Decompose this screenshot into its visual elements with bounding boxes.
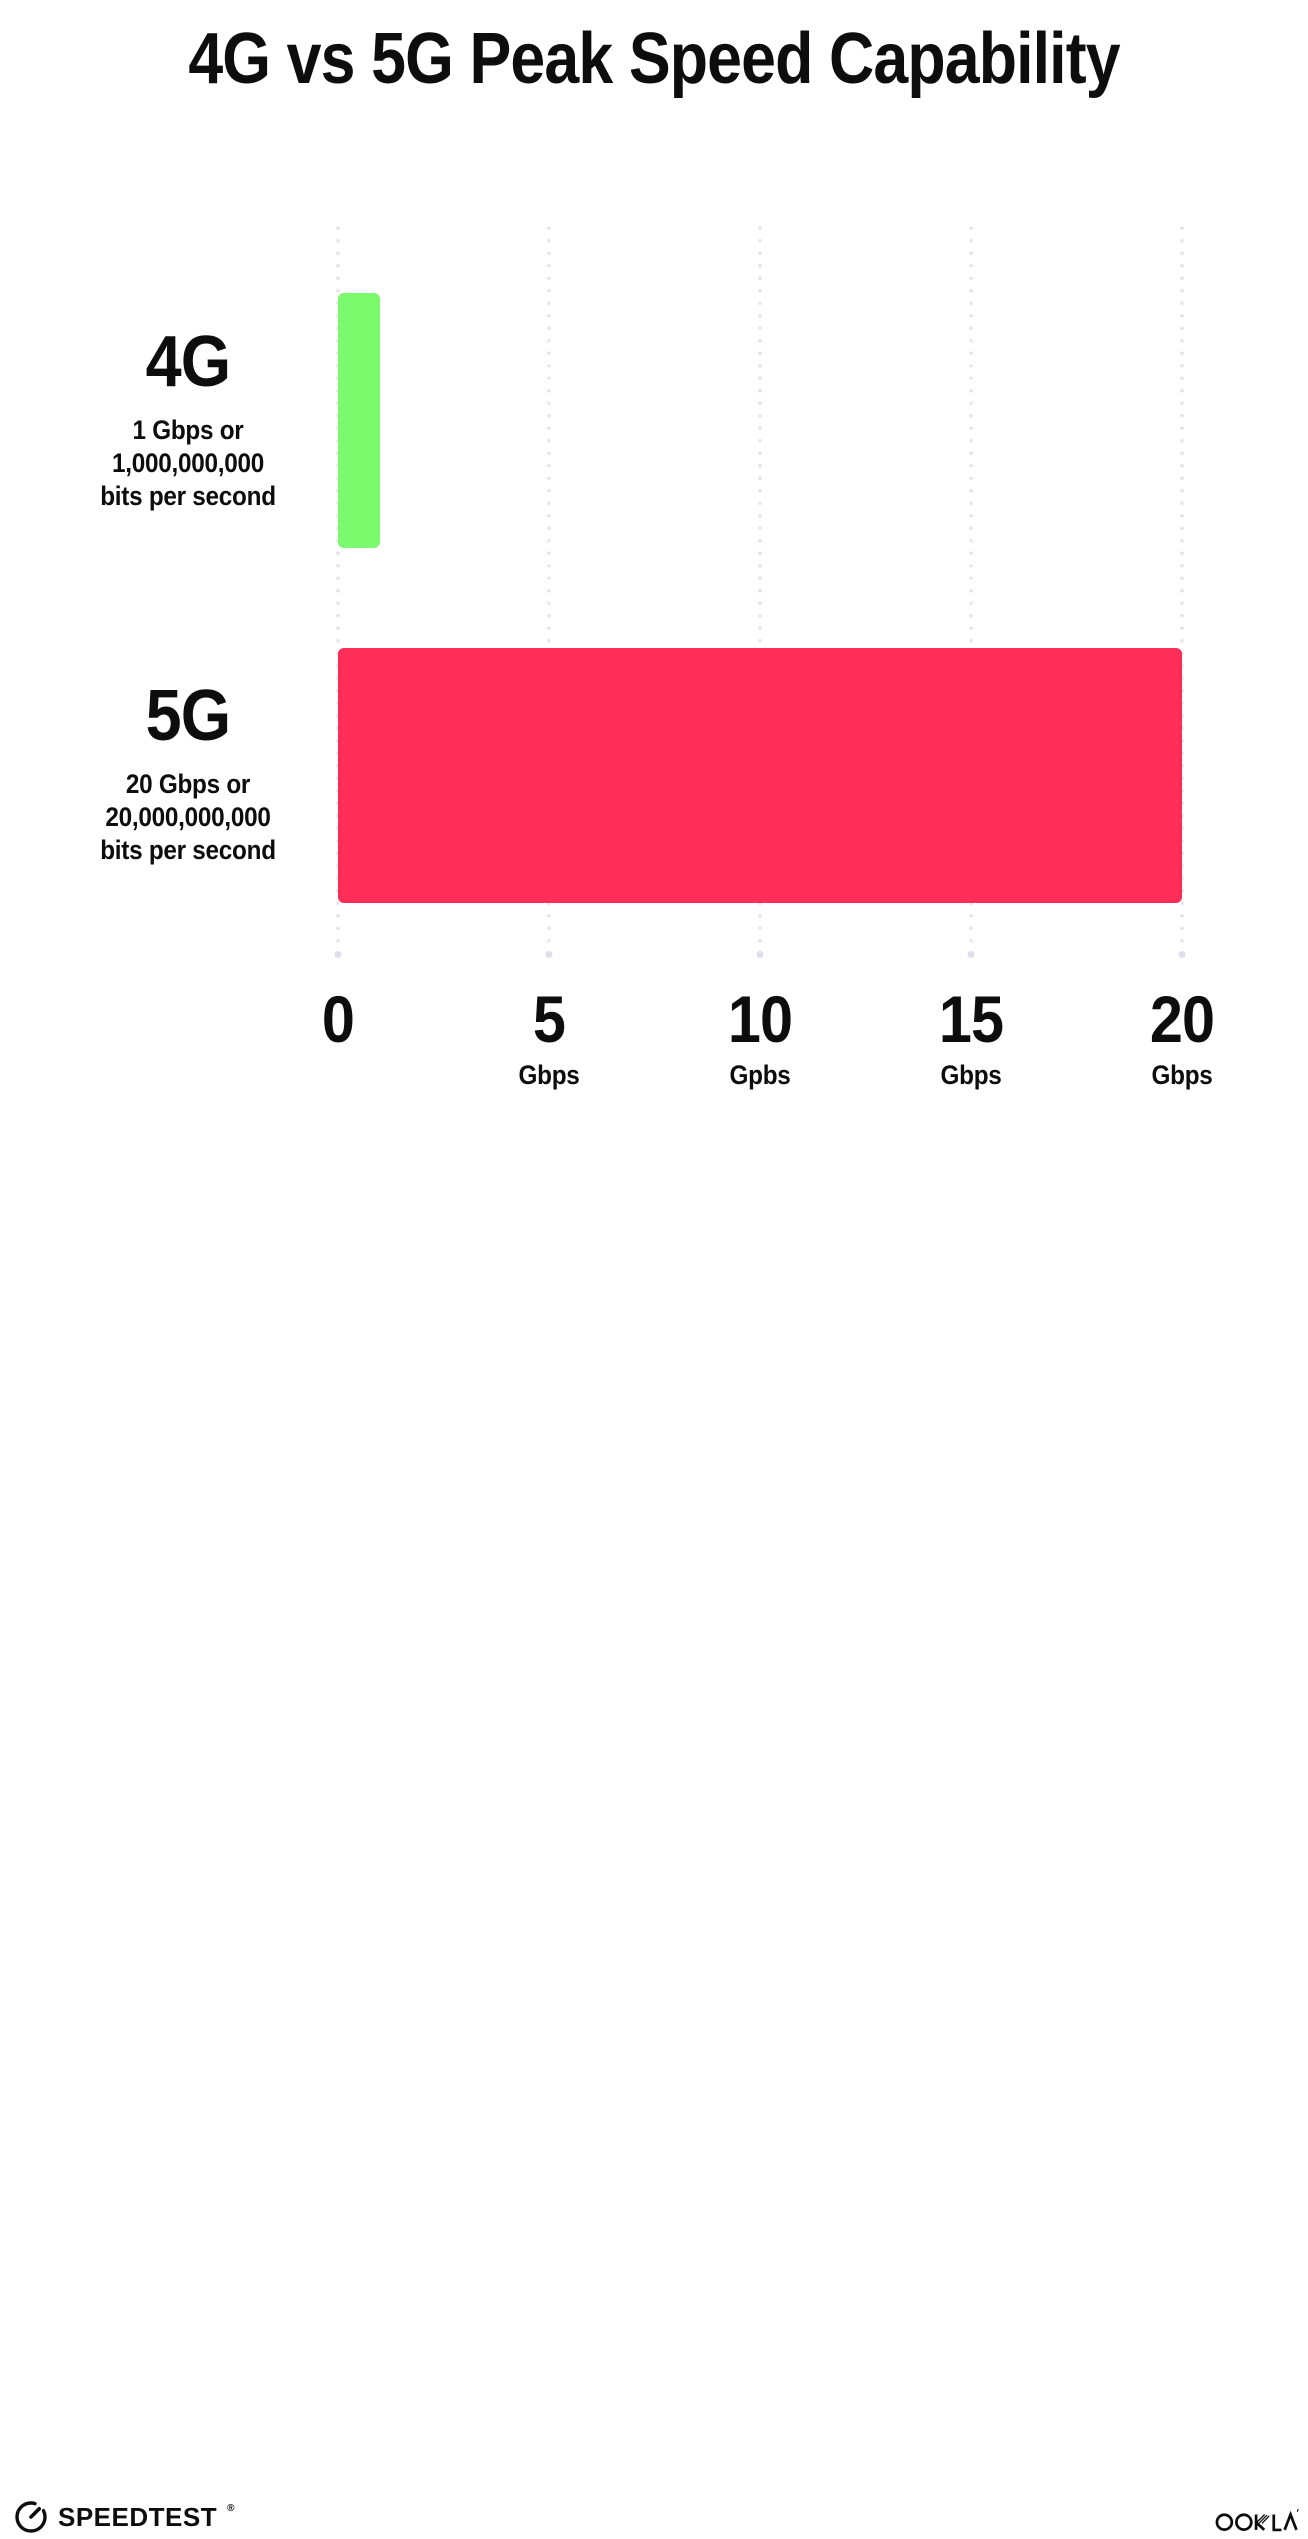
- x-tick-number: 15: [938, 982, 1004, 1056]
- x-tick-number: 0: [321, 982, 355, 1056]
- sublabel-5g-line-2: 20,000,000,000: [105, 801, 271, 832]
- x-tick-10: 10 Gpbs: [670, 986, 850, 1091]
- bar-label-5g: 5G 20 Gbps or 20,000,000,000 bits per se…: [58, 680, 317, 867]
- x-tick-unit: Gpbs: [729, 1060, 791, 1090]
- speedtest-wordmark: SPEEDTEST: [58, 2502, 218, 2532]
- registered-trademark-symbol: ®: [227, 2502, 235, 2514]
- category-label-5g: 5G: [145, 676, 232, 756]
- gridline: [758, 222, 762, 950]
- speedtest-gauge-icon: [13, 2499, 49, 2535]
- x-tick-5: 5 Gbps: [459, 986, 639, 1091]
- x-tick-unit: Gbps: [518, 1060, 580, 1090]
- footer: SPEEDTEST ®: [0, 1245, 1308, 2533]
- x-tick-0: 0: [248, 986, 428, 1090]
- x-tick-number: 5: [532, 982, 566, 1056]
- bar-label-4g: 4G 1 Gbps or 1,000,000,000 bits per seco…: [58, 326, 317, 513]
- x-tick-15: 15 Gbps: [881, 986, 1061, 1091]
- x-tick-unit: Gbps: [940, 1060, 1002, 1090]
- x-tick-number: 10: [727, 982, 793, 1056]
- x-tick-unit: Gbps: [1151, 1060, 1213, 1090]
- x-tick-20: 20 Gbps: [1092, 986, 1272, 1091]
- gridline: [1180, 222, 1184, 950]
- ookla-wordmark-icon: [1215, 2505, 1299, 2534]
- ookla-logo: [1215, 2505, 1299, 2539]
- x-tick-unit: [248, 1060, 428, 1090]
- sublabel-4g-line-3: bits per second: [100, 480, 276, 511]
- speedtest-logo: SPEEDTEST ®: [13, 2499, 235, 2535]
- bar-5g: [338, 648, 1182, 903]
- infographic-canvas: 4G vs 5G Peak Speed Capability 4G 1 Gbps…: [0, 0, 1308, 1315]
- gridline: [969, 222, 973, 950]
- gridline: [547, 222, 551, 950]
- sublabel-4g-line-1: 1 Gbps or: [132, 415, 244, 445]
- x-tick-number: 20: [1149, 982, 1215, 1056]
- chart-title: 4G vs 5G Peak Speed Capability: [188, 19, 1120, 99]
- sublabel-5g-line-3: bits per second: [100, 834, 276, 865]
- sublabel-5g-line-1: 20 Gbps or: [125, 769, 251, 799]
- sublabel-4g-line-2: 1,000,000,000: [112, 447, 264, 478]
- bar-4g: [338, 293, 381, 548]
- gridline: [336, 222, 340, 950]
- category-label-4g: 4G: [145, 322, 232, 402]
